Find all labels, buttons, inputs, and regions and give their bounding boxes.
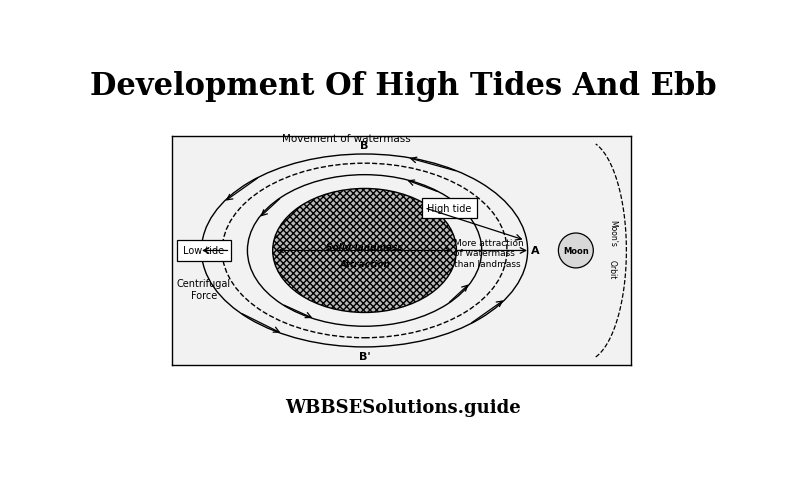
Text: WBBSESolutions.guide: WBBSESolutions.guide [285,398,520,416]
Text: Development Of High Tides And Ebb: Development Of High Tides And Ebb [90,71,716,102]
